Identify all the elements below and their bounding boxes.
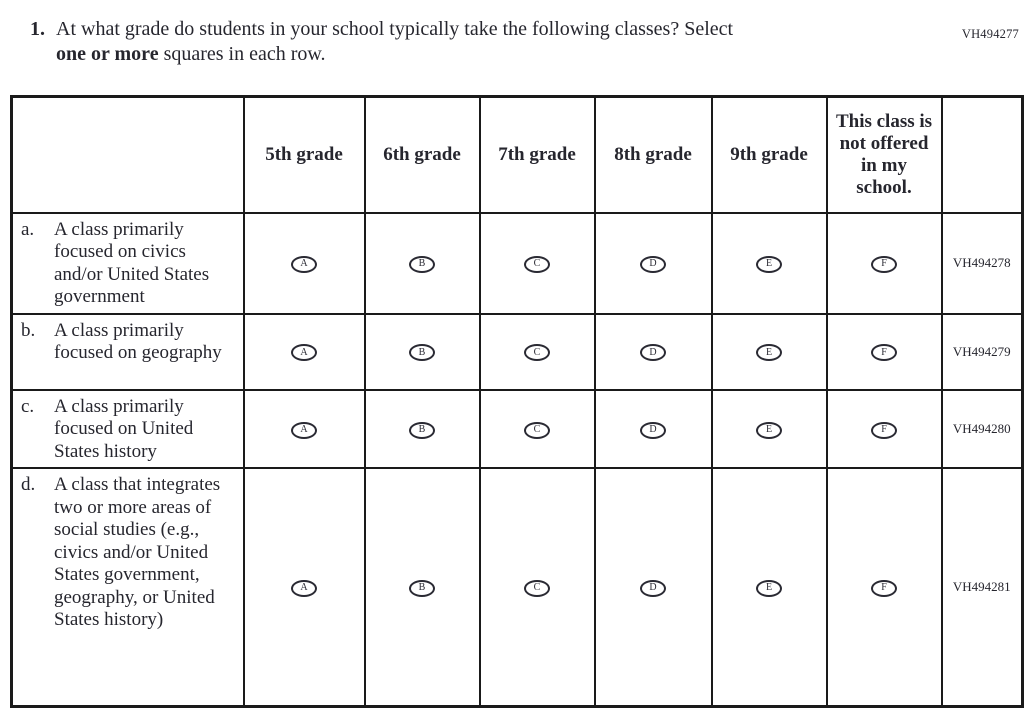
answer-cell-c-not-offered: F: [825, 388, 943, 469]
option-bubble-b[interactable]: B: [409, 344, 435, 362]
answer-cell-a-8th: D: [593, 211, 713, 315]
option-bubble-b[interactable]: B: [409, 421, 435, 439]
option-bubble-c[interactable]: C: [524, 579, 550, 597]
row-label-a: a. A class primarily focused on civics an…: [10, 211, 245, 315]
answer-cell-d-9th: E: [710, 467, 828, 707]
questionnaire-page: VH494277 1. At what grade do students in…: [0, 17, 1031, 717]
row-letter: a.: [21, 218, 35, 240]
answer-cell-d-6th: B: [363, 467, 481, 707]
option-bubble-e[interactable]: E: [756, 579, 782, 597]
answer-cell-a-5th: A: [242, 211, 366, 315]
row-label-text: A class that integrates two or more area…: [54, 474, 221, 630]
option-bubble-c[interactable]: C: [524, 421, 550, 439]
question-number: 1.: [30, 18, 45, 40]
table-row-c: c. A class primarily focused on United St…: [10, 388, 1024, 469]
column-header-6th-grade: 6th grade: [363, 95, 481, 214]
option-bubble-a[interactable]: A: [291, 579, 317, 597]
row-label-text: A class primarily focused on United Stat…: [54, 395, 194, 462]
row-code-c: VH494280: [940, 388, 1024, 469]
column-header-code: [940, 95, 1024, 214]
row-code-a: VH494278: [940, 211, 1024, 315]
answer-cell-c-9th: E: [710, 388, 828, 469]
option-bubble-d[interactable]: D: [640, 255, 666, 273]
question-text-line1: At what grade do students in your school…: [56, 18, 734, 40]
answer-cell-b-9th: E: [710, 312, 828, 391]
answer-cell-c-7th: C: [478, 388, 596, 469]
row-letter: c.: [21, 395, 35, 417]
row-label-c: c. A class primarily focused on United St…: [10, 388, 245, 469]
answer-cell-d-7th: C: [478, 467, 596, 707]
column-header-7th-grade: 7th grade: [478, 95, 596, 214]
row-label-text: A class primarily focused on geography: [54, 319, 222, 364]
option-bubble-d[interactable]: D: [640, 579, 666, 597]
option-bubble-c[interactable]: C: [524, 255, 550, 273]
answer-cell-a-not-offered: F: [825, 211, 943, 315]
answer-cell-d-not-offered: F: [825, 467, 943, 707]
answer-cell-b-not-offered: F: [825, 312, 943, 391]
option-bubble-a[interactable]: A: [291, 344, 317, 362]
page-accession-code: VH494277: [961, 27, 1019, 41]
table-row-a: a. A class primarily focused on civics an…: [10, 211, 1024, 315]
option-bubble-c[interactable]: C: [524, 344, 550, 362]
answer-cell-d-8th: D: [593, 467, 713, 707]
answer-cell-a-6th: B: [363, 211, 481, 315]
answer-cell-c-8th: D: [593, 388, 713, 469]
row-label-d: d. A class that integrates two or more ar…: [10, 467, 245, 707]
column-header-9th-grade: 9th grade: [710, 95, 828, 214]
option-bubble-f[interactable]: F: [871, 421, 897, 439]
question-text-bold: one or more: [56, 43, 159, 65]
row-code-b: VH494279: [940, 312, 1024, 391]
answer-grid-table: 5th grade 6th grade 7th grade 8th grade …: [10, 95, 1024, 708]
option-bubble-e[interactable]: E: [756, 344, 782, 362]
column-header-8th-grade: 8th grade: [593, 95, 713, 214]
option-bubble-f[interactable]: F: [871, 579, 897, 597]
option-bubble-a[interactable]: A: [291, 421, 317, 439]
answer-cell-b-6th: B: [363, 312, 481, 391]
row-label-b: b. A class primarily focused on geography: [10, 312, 245, 391]
option-bubble-b[interactable]: B: [409, 579, 435, 597]
table-row-b: b. A class primarily focused on geography…: [10, 312, 1024, 391]
answer-cell-d-5th: A: [242, 467, 366, 707]
answer-cell-b-7th: C: [478, 312, 596, 391]
answer-cell-c-6th: B: [363, 388, 481, 469]
question-text-line2: squares in each row.: [158, 43, 326, 65]
header-row: 5th grade 6th grade 7th grade 8th grade …: [10, 95, 1024, 214]
answer-cell-a-9th: E: [710, 211, 828, 315]
option-bubble-a[interactable]: A: [291, 255, 317, 273]
column-header-not-offered: This class is not offered in my school.: [825, 95, 943, 214]
row-letter: d.: [21, 474, 36, 495]
answer-cell-b-8th: D: [593, 312, 713, 391]
option-bubble-f[interactable]: F: [871, 344, 897, 362]
row-code-d: VH494281: [940, 467, 1024, 707]
column-header-5th-grade: 5th grade: [242, 95, 366, 214]
answer-cell-b-5th: A: [242, 312, 366, 391]
column-header-empty: [10, 95, 245, 214]
option-bubble-d[interactable]: D: [640, 344, 666, 362]
answer-cell-c-5th: A: [242, 388, 366, 469]
option-bubble-f[interactable]: F: [871, 255, 897, 273]
option-bubble-d[interactable]: D: [640, 421, 666, 439]
option-bubble-e[interactable]: E: [756, 421, 782, 439]
row-label-text: A class primarily focused on civics and/…: [54, 218, 210, 308]
question-text: At what grade do students in your school…: [56, 17, 890, 67]
row-letter: b.: [21, 319, 36, 341]
option-bubble-b[interactable]: B: [409, 255, 435, 273]
question-block: 1. At what grade do students in your sch…: [30, 17, 890, 67]
table-row-d: d. A class that integrates two or more ar…: [10, 467, 1024, 707]
option-bubble-e[interactable]: E: [756, 255, 782, 273]
answer-cell-a-7th: C: [478, 211, 596, 315]
